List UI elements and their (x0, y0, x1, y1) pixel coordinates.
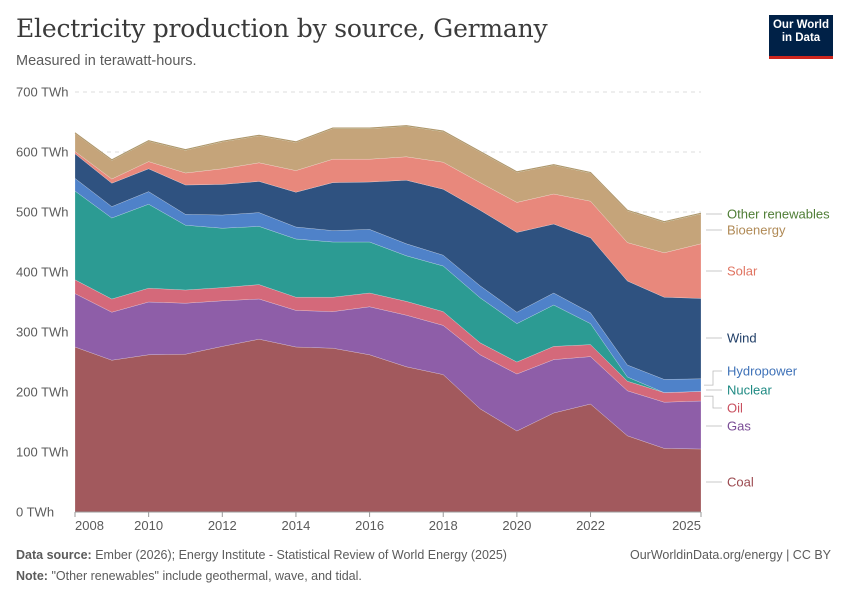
series-label-gas[interactable]: Gas (727, 419, 751, 434)
x-tick-label: 2022 (576, 518, 605, 533)
area-series (74, 125, 702, 513)
x-tick-label: 2016 (355, 518, 384, 533)
y-tick-label: 400 TWh (16, 265, 69, 280)
y-tick-label: 600 TWh (16, 145, 69, 160)
x-tick-label: 2020 (502, 518, 531, 533)
y-tick-label: 700 TWh (16, 85, 69, 100)
y-tick-label: 0 TWh (16, 505, 54, 520)
series-label-wind[interactable]: Wind (727, 331, 757, 346)
source-line: Data source: Ember (2026); Energy Instit… (16, 548, 507, 562)
x-tick-label: 2008 (75, 518, 104, 533)
source-text[interactable]: Ember (2026); Energy Institute - Statist… (95, 548, 507, 562)
total-outline (74, 125, 702, 223)
note-label: Note: (16, 569, 48, 583)
x-tick-label: 2014 (281, 518, 310, 533)
series-labels: Coal Gas Oil Nuclear Hydropower Wind Solar Bioe… (704, 207, 830, 490)
note-text: "Other renewables" include geothermal, w… (51, 569, 362, 583)
series-label-hydropower[interactable]: Hydropower (727, 364, 798, 379)
series-label-solar[interactable]: Solar (727, 264, 758, 279)
x-tick-label: 2010 (134, 518, 163, 533)
x-tick-label: 2012 (208, 518, 237, 533)
series-label-coal[interactable]: Coal (727, 475, 754, 490)
label-connector (704, 395, 722, 409)
y-tick-label: 300 TWh (16, 325, 69, 340)
logo-line-1: Our World (772, 19, 829, 31)
owid-logo[interactable]: Our World in Data (769, 15, 833, 59)
credit-link[interactable]: OurWorldinData.org/energy | CC BY (629, 548, 831, 562)
x-tick-label: 2018 (429, 518, 458, 533)
series-label-other-renewables[interactable]: Other renewables (727, 207, 830, 222)
series-label-nuclear[interactable]: Nuclear (727, 383, 772, 398)
series-label-oil[interactable]: Oil (727, 401, 743, 416)
label-connector (704, 370, 722, 386)
x-tick-label: 2025 (672, 518, 701, 533)
chart-title: Electricity production by source, German… (16, 14, 548, 43)
y-tick-label: 500 TWh (16, 205, 69, 220)
axes: 0 TWh 100 TWh 200 TWh 300 TWh 400 TWh 500 TWh… (16, 85, 702, 533)
y-tick-label: 200 TWh (16, 385, 69, 400)
y-tick-label: 100 TWh (16, 445, 69, 460)
logo-line-2: in Data (781, 32, 821, 44)
series-label-bioenergy[interactable]: Bioenergy (727, 223, 786, 238)
chart-subtitle: Measured in terawatt-hours. (16, 53, 197, 69)
note-line: Note: "Other renewables" include geother… (16, 569, 362, 583)
source-label: Data source: (16, 548, 92, 562)
